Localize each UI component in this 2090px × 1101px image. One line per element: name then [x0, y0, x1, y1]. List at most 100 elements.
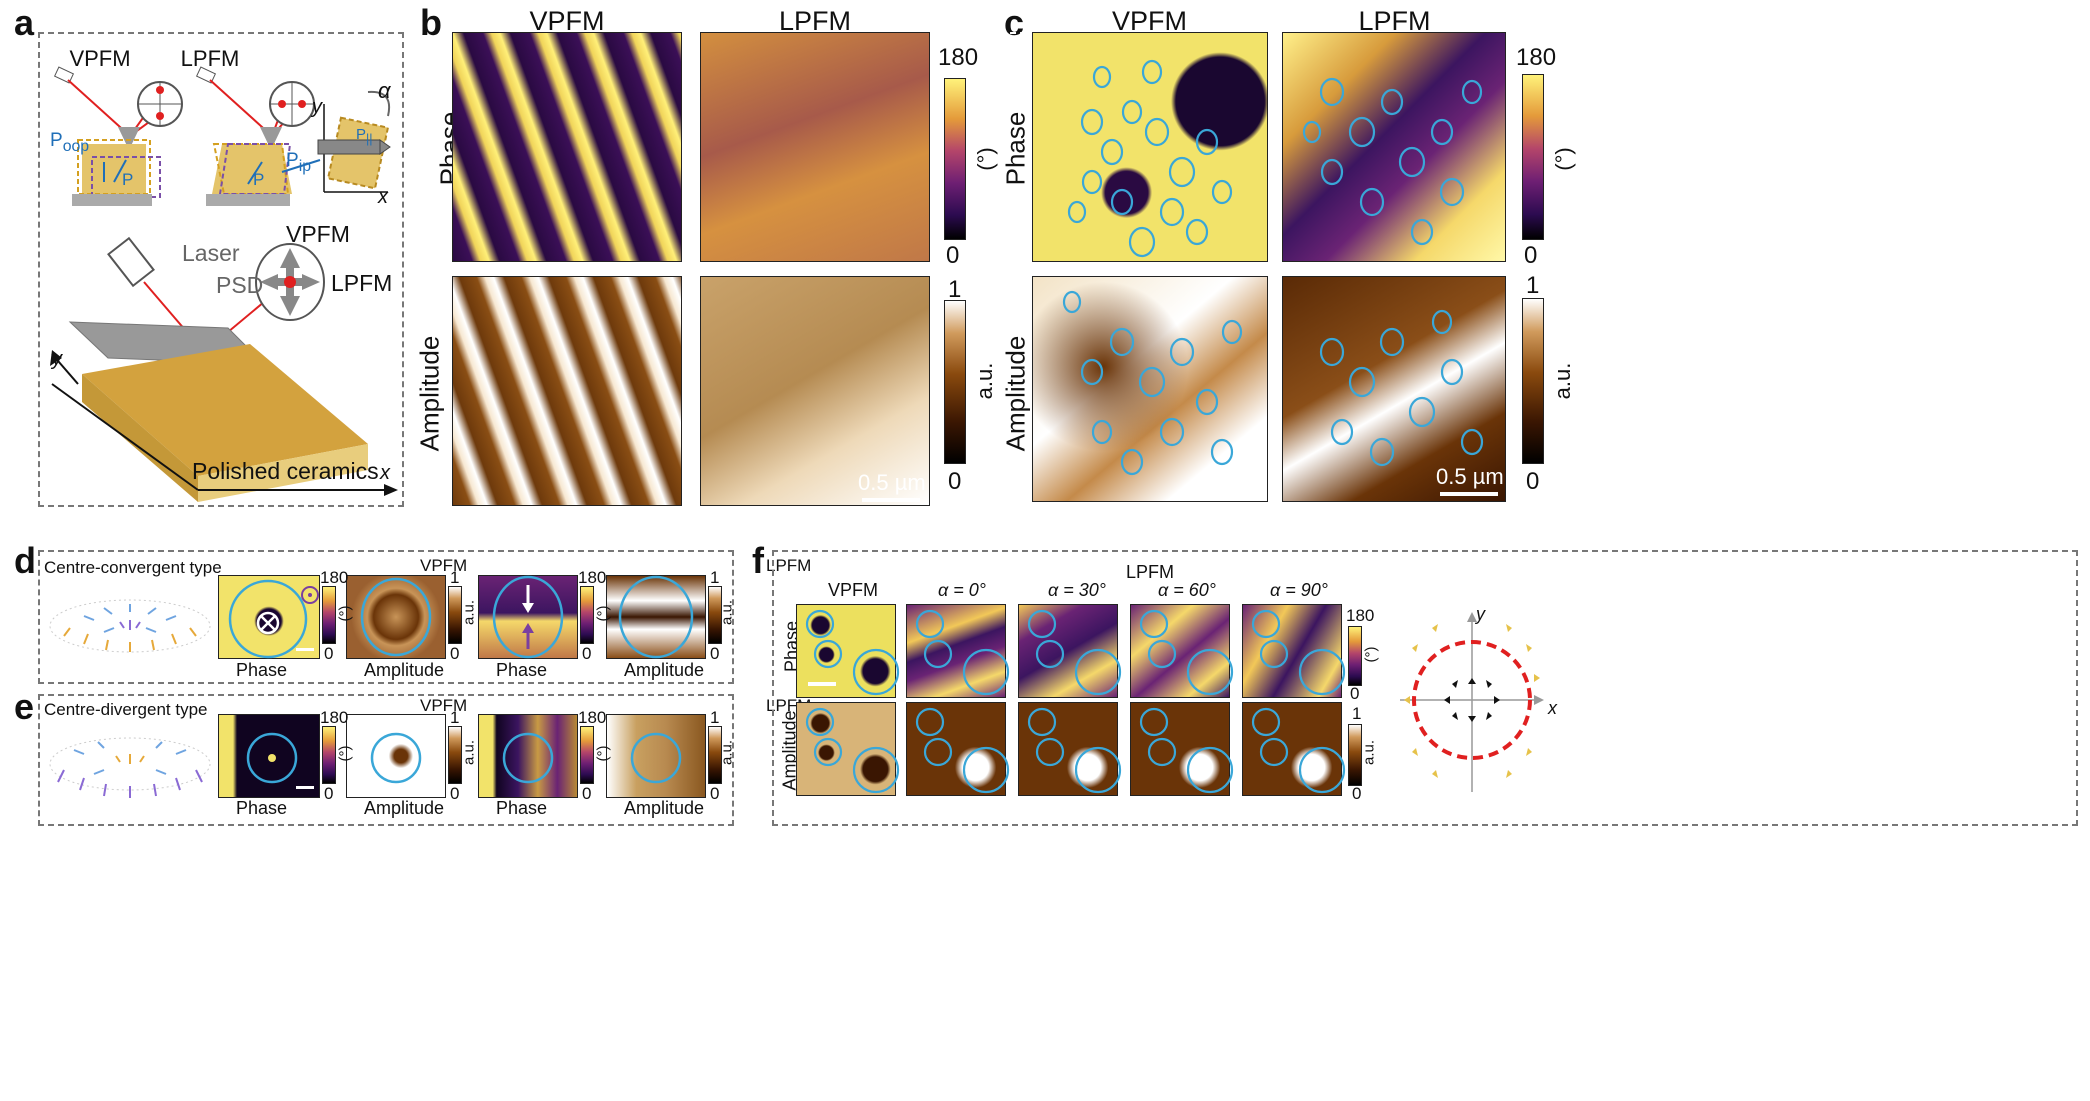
a-axis-x2-label: x [380, 462, 390, 484]
d-convergent-spin-illustration [49, 599, 211, 653]
e-cb2-unit: a.u. [460, 739, 478, 766]
d-overlay-marks [228, 575, 694, 659]
e-cb1-min: 0 [324, 784, 334, 803]
e-lpfm-amplitude-image [606, 714, 706, 798]
e-cb4-min: 0 [710, 784, 720, 803]
d-cb4-max: 1 [710, 568, 720, 587]
panel-c-frame [1000, 32, 2080, 507]
c-row-phase: Phase [1000, 111, 1031, 186]
e-cb3-min: 0 [582, 784, 592, 803]
a-p-vpfm-label: P [122, 170, 134, 189]
b-lpfm-amplitude-image [700, 276, 930, 506]
f-a30-amplitude-image [1018, 702, 1118, 796]
d-cb3-min: 0 [582, 644, 592, 663]
f-scale-bar [808, 682, 836, 686]
d-cb1-min: 0 [324, 644, 334, 663]
e-cb4-max: 1 [710, 708, 720, 727]
c-lpfm-amplitude-image [1282, 276, 1506, 502]
b-col-lpfm: LPFM [778, 6, 851, 36]
b-scale-label: 0.5 µm [858, 470, 926, 495]
b-amp-max: 1 [948, 276, 962, 303]
panel-a-label: a [14, 2, 35, 43]
f-vpfm-title: VPFM [828, 580, 879, 600]
b-amp-min: 0 [948, 468, 962, 495]
e-vpfm-title: VPFM [420, 696, 468, 715]
d-amp2-label: Amplitude [624, 660, 705, 680]
d-lpfm-amplitude-image [606, 575, 706, 659]
f-cb1-unit: (°) [1362, 646, 1380, 663]
a-laser-label: Laser [182, 240, 240, 266]
f-cb2-min: 0 [1352, 784, 1362, 803]
c-scale-bar [1440, 492, 1498, 496]
a-p-par-label: P|| [356, 126, 373, 146]
d-cb1 [322, 586, 336, 644]
e-cb4-unit: a.u. [718, 739, 736, 766]
d-phase2-label: Phase [496, 660, 548, 680]
f-axis-y: y [1476, 604, 1485, 624]
e-vpfm-amplitude-image [346, 714, 446, 798]
e-phase1-label: Phase [236, 798, 288, 818]
a-p-lpfm-label: P [253, 170, 265, 189]
d-cb4-unit: a.u. [718, 599, 736, 626]
f-alpha60: α = 60° [1158, 580, 1216, 600]
panel-e-label: e [14, 686, 35, 727]
a-vpfm-title: VPFM [69, 46, 131, 71]
d-cb2-max: 1 [450, 568, 460, 587]
e-overlay-marks [246, 732, 682, 784]
c-vpfm-amplitude-image [1032, 276, 1268, 502]
b-phase-unit: (°) [973, 147, 998, 171]
c-scale-label: 0.5 µm [1436, 464, 1504, 489]
b-lpfm-phase-image [700, 32, 930, 262]
e-cb1-unit: (°) [336, 745, 354, 762]
f-a0-amplitude-image [906, 702, 1006, 796]
c-amp-unit: a.u. [1550, 362, 1575, 400]
b-amp-colorbar [944, 300, 966, 464]
d-cb3-unit: (°) [594, 605, 612, 622]
c-domain-circles [1062, 59, 1484, 476]
a-psd-label: PSD [216, 272, 264, 298]
c-phase-colorbar [1522, 74, 1544, 240]
e-cb1-max: 180 [320, 708, 349, 727]
b-vpfm-phase-image [452, 32, 682, 262]
f-domain-circles [805, 609, 1346, 794]
d-cb2-unit: a.u. [460, 599, 478, 626]
d-phase1-label: Phase [236, 660, 288, 680]
f-alpha30: α = 30° [1048, 580, 1106, 600]
f-vpfm-phase-image [796, 604, 896, 698]
c-row-amplitude: Amplitude [1000, 335, 1031, 452]
a-lpfm-arrow-label: LPFM [331, 270, 393, 296]
panel-f-label: f [752, 540, 764, 581]
d-scale-bar [296, 648, 314, 651]
b-phase-colorbar [944, 78, 966, 240]
c-col-lpfm: LPFM [1358, 6, 1431, 36]
a-axis-y2-label: y [52, 348, 62, 370]
b-phase-max: 180 [938, 44, 979, 71]
e-cb3-max: 180 [578, 708, 607, 727]
panel-f-frame [772, 550, 2078, 826]
f-cb2-unit: a.u. [1360, 739, 1378, 766]
c-lpfm-phase-image [1282, 32, 1506, 262]
e-cb3 [580, 726, 594, 784]
b-scale-bar [862, 498, 920, 502]
e-amp1-label: Amplitude [364, 798, 445, 818]
f-cb1 [1348, 626, 1362, 686]
b-vpfm-amplitude-image [452, 276, 682, 506]
d-cb2-min: 0 [450, 644, 460, 663]
panel-d-label: d [14, 540, 36, 581]
a-axis-x-label: x [378, 186, 388, 208]
a-lpfm-title: LPFM [180, 46, 240, 71]
a-vpfm-arrow-label: VPFM [286, 221, 350, 247]
panel-b-label: b [420, 2, 442, 43]
a-sample-label: Polished ceramics [192, 458, 379, 484]
e-cb2-max: 1 [450, 708, 460, 727]
d-cb4-min: 0 [710, 644, 720, 663]
c-phase-max: 180 [1516, 44, 1557, 71]
d-type-label: Centre-convergent type [44, 558, 222, 577]
panel-d-frame [38, 550, 734, 684]
e-cb1 [322, 726, 336, 784]
e-lpfm-phase-image [478, 714, 578, 798]
panel-a-schematic [50, 66, 398, 502]
d-cb2 [448, 586, 462, 644]
d-lpfm-title: LPFM [766, 556, 812, 575]
d-cb3 [580, 586, 594, 644]
